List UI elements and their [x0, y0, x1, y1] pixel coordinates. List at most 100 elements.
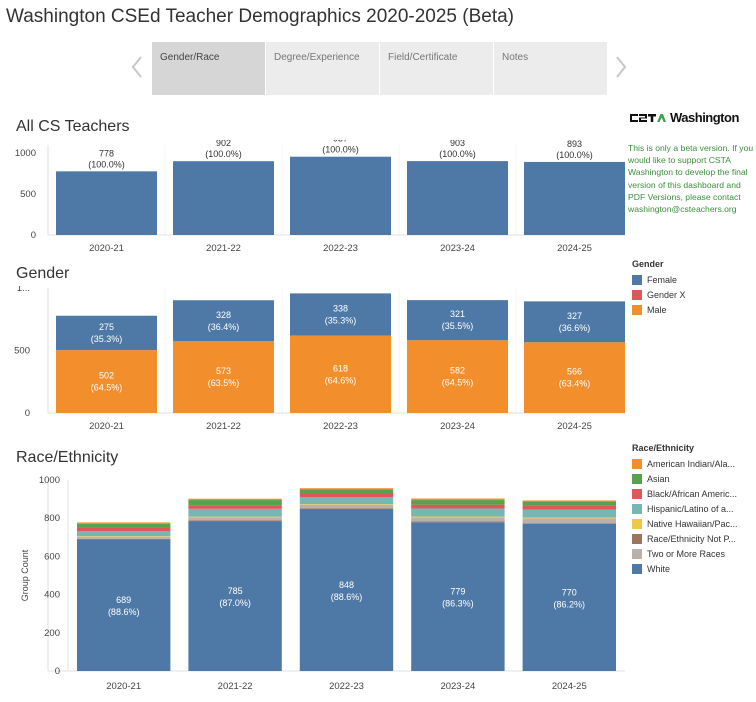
legend-label: White [647, 563, 671, 574]
data-label-value: 689 [116, 595, 131, 605]
csta-logo-mark-icon [630, 113, 666, 122]
bar-segment-male [524, 342, 625, 413]
legend-item-american-indian[interactable]: American Indian/Ala... [632, 456, 756, 471]
bar-all-2023-24 [407, 161, 508, 235]
data-label-value: 902 [216, 140, 231, 148]
bar-segment-male [173, 341, 274, 413]
chevron-left-icon [131, 56, 142, 78]
data-label-value: 785 [228, 586, 243, 596]
x-tick-label: 2021-22 [218, 681, 253, 692]
bar-all-2020-21 [56, 171, 157, 235]
legend-label: Female [647, 274, 678, 285]
bar-segment-hispanic-latino-of-a- [299, 496, 394, 505]
x-tick-label: 2024-25 [557, 421, 592, 432]
y-tick-label: 500 [20, 189, 36, 200]
bar-segment-female [407, 300, 508, 341]
asian-swatch [632, 473, 642, 484]
legend-item-female[interactable]: Female [632, 272, 756, 287]
bar-segment-hispanic-latino-of-a- [522, 509, 616, 518]
next-tab-button[interactable] [612, 50, 630, 84]
y-tick-label: 200 [44, 628, 60, 639]
legend-item-hispanic[interactable]: Hispanic/Latino of a... [632, 501, 756, 516]
data-label-percent: (35.5%) [442, 321, 474, 331]
tab-degree-experience[interactable]: Degree/Experience [266, 42, 380, 95]
bar-segment-two-or-more-races [411, 517, 505, 522]
bar-segment-two-or-more-races [299, 504, 394, 509]
y-tick-label: 0 [25, 408, 30, 419]
x-tick-label: 2020-21 [89, 421, 124, 432]
bar-segment-female [56, 315, 157, 351]
data-label-percent: (100.0%) [205, 149, 242, 159]
legend-label: Male [647, 304, 667, 315]
race-legend-title: Race/Ethnicity [632, 443, 695, 453]
bar-segment-female [524, 301, 625, 343]
tab-notes[interactable]: Notes [494, 42, 608, 95]
race-legend: Race/Ethnicity American Indian/Ala... As… [632, 443, 756, 576]
data-label-percent: (36.4%) [208, 322, 240, 332]
y-tick-label: 1000 [15, 148, 36, 159]
y-tick-label: 0 [31, 230, 36, 241]
chevron-right-icon [616, 56, 627, 78]
data-label-value: 957 [333, 140, 348, 144]
data-label-percent: (63.5%) [208, 378, 240, 388]
section-title-all: All CS Teachers [16, 118, 130, 135]
bar-segment-native-hawaiian-pac- [411, 516, 505, 518]
y-tick-label: 800 [44, 513, 60, 524]
chart-gender: 2020-21 2021-22 2022-23 2023-24 2024-25 1... 5… [14, 286, 625, 432]
legend-item-asian[interactable]: Asian [632, 471, 756, 486]
bar-segment-race-ethnicity-not-p- [299, 508, 394, 510]
data-label-value: 338 [333, 304, 348, 314]
bar-segment-white [411, 522, 505, 671]
dashboard-title: Washington CSEd Teacher Demographics 202… [6, 6, 515, 27]
bar-segment-black-african-americ- [522, 505, 616, 510]
data-label-value: 566 [567, 367, 582, 377]
logo-text: Washington [670, 110, 739, 125]
bar-all-2024-25 [524, 161, 625, 235]
legend-item-gender-x[interactable]: Gender X [632, 287, 756, 302]
bar-segment-white [522, 523, 616, 671]
y-tick-label: 500 [14, 346, 30, 357]
bar-segment-native-hawaiian-pac- [522, 517, 616, 519]
legend-item-two-or-more[interactable]: Two or More Races [632, 546, 756, 561]
data-label-value: 618 [333, 363, 348, 373]
section-title-gender: Gender [16, 265, 70, 282]
legend-item-native-hawaiian[interactable]: Native Hawaiian/Pac... [632, 516, 756, 531]
data-label-value: 573 [216, 366, 231, 376]
bar-segment-native-hawaiian-pac- [77, 536, 171, 537]
bar-segment-male [56, 350, 157, 413]
legend-label: Black/African Americ... [647, 488, 738, 499]
prev-tab-button[interactable] [128, 50, 146, 84]
bar-segment-race-ethnicity-not-p- [188, 520, 282, 522]
data-label-value: 770 [562, 587, 577, 597]
x-tick-label: 2024-25 [557, 243, 592, 254]
data-label-value: 275 [99, 322, 114, 332]
data-label-percent: (88.6%) [108, 607, 140, 617]
data-label-percent: (87.0%) [219, 598, 251, 608]
data-label-value: 848 [339, 580, 354, 590]
csta-washington-logo: Washington [630, 110, 739, 125]
bar-all-2021-22 [173, 161, 274, 235]
legend-label: Native Hawaiian/Pac... [647, 518, 738, 529]
x-tick-label: 2020-21 [89, 243, 124, 254]
legend-item-male[interactable]: Male [632, 302, 756, 317]
data-label-value: 893 [567, 140, 582, 149]
bar-segment-black-african-americ- [77, 527, 171, 531]
bar-all-2022-23 [290, 156, 391, 235]
tab-gender-race[interactable]: Gender/Race [152, 42, 266, 95]
white-swatch [632, 563, 642, 574]
tab-field-certificate[interactable]: Field/Certificate [380, 42, 494, 95]
data-label-percent: (100.0%) [439, 149, 476, 159]
legend-item-white[interactable]: White [632, 561, 756, 576]
bar-segment-native-hawaiian-pac- [299, 504, 394, 505]
bar-segment-race-ethnicity-not-p- [77, 538, 171, 540]
data-label-percent: (36.6%) [559, 323, 591, 333]
data-label-value: 321 [450, 309, 465, 319]
x-tick-label: 2023-24 [440, 681, 475, 692]
bar-segment-race-ethnicity-not-p- [411, 521, 505, 523]
legend-item-not-provided[interactable]: Race/Ethnicity Not P... [632, 531, 756, 546]
bar-segment-american-indian-ala- [77, 522, 171, 524]
bar-segment-asian [188, 500, 282, 506]
data-label-percent: (64.6%) [325, 375, 357, 385]
bar-segment-male [407, 340, 508, 413]
legend-item-black[interactable]: Black/African Americ... [632, 486, 756, 501]
